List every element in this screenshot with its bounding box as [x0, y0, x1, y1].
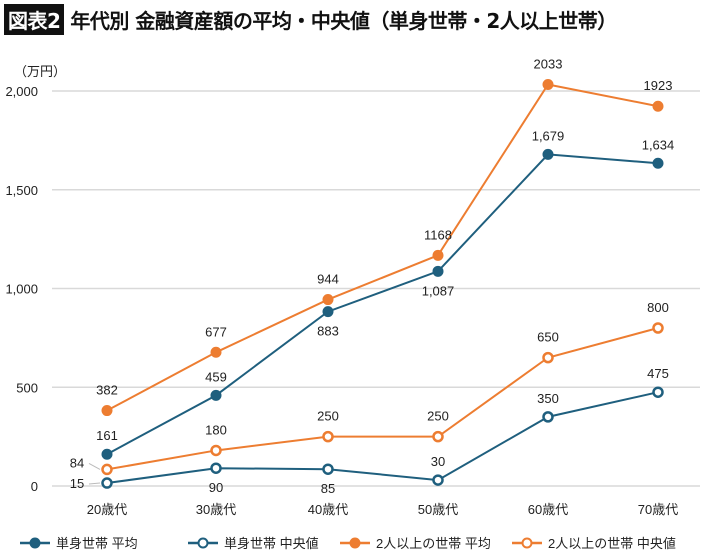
y-tick-label: 1,500 — [5, 183, 38, 198]
unit-label: （万円） — [14, 64, 66, 79]
data-point — [101, 448, 113, 460]
x-tick-label: 20歳代 — [87, 502, 127, 517]
y-tick-label: 1,000 — [5, 282, 38, 297]
data-point — [322, 306, 334, 318]
data-label: 1,087 — [422, 283, 455, 298]
data-point — [101, 463, 113, 476]
data-point — [322, 294, 334, 306]
data-point — [542, 148, 554, 160]
data-label: 350 — [537, 391, 559, 406]
data-label: 90 — [209, 480, 223, 495]
data-label: 1,634 — [642, 137, 675, 152]
data-label: 161 — [96, 428, 118, 443]
legend-marker — [197, 537, 209, 549]
series-line — [106, 153, 659, 456]
data-point — [101, 405, 113, 417]
y-tick-label: 0 — [31, 479, 38, 494]
x-tick-label: 40歳代 — [308, 502, 348, 517]
data-point — [210, 444, 222, 457]
x-tick-label: 60歳代 — [528, 502, 568, 517]
data-label: 1168 — [424, 227, 452, 242]
legend-label: 単身世帯 中央値 — [224, 536, 319, 551]
data-label: 1923 — [644, 78, 673, 93]
data-point — [652, 100, 664, 112]
data-label: 650 — [537, 330, 559, 345]
legend-label: 2人以上の世帯 平均 — [376, 536, 491, 551]
series-line — [106, 391, 659, 485]
leader-line — [88, 462, 101, 470]
x-tick-label: 50歳代 — [418, 502, 458, 517]
data-point — [432, 430, 444, 443]
data-label: 382 — [96, 383, 118, 398]
data-label: 15 — [70, 476, 84, 491]
data-point — [432, 474, 444, 486]
data-point — [210, 346, 222, 358]
data-label: 800 — [647, 300, 669, 315]
data-label: 180 — [205, 422, 227, 437]
data-label: 84 — [70, 455, 84, 470]
series-line — [106, 327, 659, 471]
data-point — [542, 411, 554, 423]
legend-label: 2人以上の世帯 中央値 — [548, 536, 676, 551]
data-label: 475 — [647, 366, 669, 381]
data-point — [210, 462, 222, 474]
legend-marker — [349, 537, 361, 549]
data-label: 677 — [205, 324, 227, 339]
data-point — [322, 463, 334, 475]
data-label: 85 — [321, 481, 335, 496]
data-point — [322, 430, 334, 443]
data-label: 250 — [317, 409, 339, 424]
title-text: 年代別 金融資産額の平均・中央値（単身世帯・2人以上世帯） — [70, 8, 617, 33]
data-point — [542, 78, 554, 90]
data-label: 30 — [431, 454, 445, 469]
data-point — [542, 351, 554, 364]
data-label: 1,679 — [532, 128, 565, 143]
x-tick-label: 70歳代 — [638, 502, 678, 517]
data-point — [432, 249, 444, 261]
x-tick-label: 30歳代 — [196, 502, 236, 517]
data-point — [432, 265, 444, 277]
data-label: 250 — [427, 409, 449, 424]
chart-title: 図表2 年代別 金融資産額の平均・中央値（単身世帯・2人以上世帯） — [4, 3, 617, 35]
data-point — [652, 386, 664, 398]
data-label: 944 — [317, 272, 339, 287]
y-tick-label: 500 — [16, 380, 38, 395]
data-label: 883 — [317, 324, 339, 339]
legend-marker — [521, 537, 533, 549]
legend-label: 単身世帯 平均 — [56, 536, 138, 551]
data-point — [210, 389, 222, 401]
data-point — [652, 157, 664, 169]
leader-line — [88, 482, 101, 485]
figure-badge: 図表2 — [4, 3, 65, 35]
data-label: 2033 — [534, 56, 563, 71]
y-tick-label: 2,000 — [5, 84, 38, 99]
data-label: 459 — [205, 369, 227, 384]
data-point — [652, 322, 664, 334]
series-line — [106, 83, 659, 412]
legend-marker — [29, 537, 41, 549]
data-point — [101, 477, 113, 489]
